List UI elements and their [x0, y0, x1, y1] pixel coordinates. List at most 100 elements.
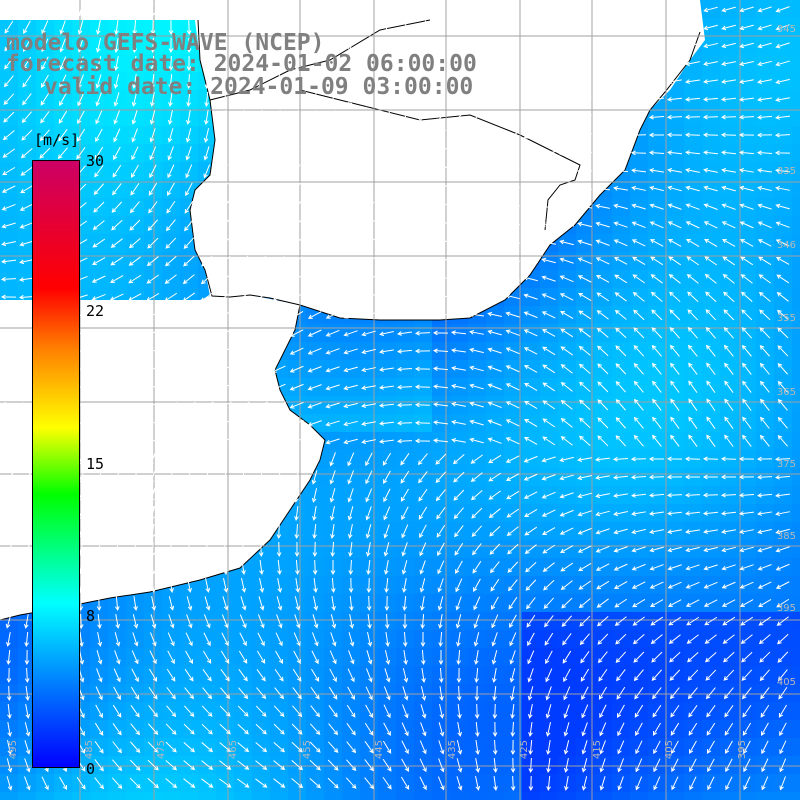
- wind-arrow: [151, 577, 156, 593]
- wind-arrow: [649, 60, 664, 67]
- wind-arrow: [469, 347, 484, 354]
- wind-arrow: [685, 529, 700, 534]
- wind-arrow: [148, 686, 158, 700]
- wind-arrow: [542, 22, 556, 32]
- wind-arrow: [685, 185, 700, 192]
- wind-cell: [792, 288, 800, 306]
- wind-arrow: [506, 526, 519, 537]
- wind-arrow: [345, 201, 357, 213]
- wind-arrow: [199, 419, 214, 427]
- wind-arrow: [379, 439, 395, 444]
- wind-arrow: [276, 1, 282, 18]
- wind-arrow: [109, 402, 124, 409]
- wind-arrow: [577, 41, 592, 49]
- wind-arrow: [199, 401, 214, 409]
- wind-arrow: [631, 493, 647, 498]
- wind-arrow: [670, 416, 680, 429]
- wind-arrow: [671, 740, 679, 755]
- wind-arrow: [293, 128, 300, 143]
- wind-arrow: [77, 2, 84, 17]
- wind-arrow: [487, 204, 502, 211]
- wind-arrow: [311, 164, 319, 179]
- wind-arrow: [147, 777, 159, 789]
- wind-cell: [612, 792, 630, 800]
- wind-arrow: [653, 740, 661, 755]
- wind-arrow: [667, 79, 682, 84]
- wind-arrow: [597, 363, 609, 375]
- wind-arrow: [667, 599, 682, 607]
- wind-arrow: [723, 669, 735, 681]
- wind-arrow: [741, 669, 753, 681]
- wind-arrow: [130, 705, 140, 718]
- wind-arrow: [559, 41, 574, 49]
- wind-arrow: [167, 488, 173, 503]
- wind-arrow: [614, 616, 627, 627]
- wind-arrow: [361, 348, 376, 355]
- wind-arrow: [396, 384, 413, 390]
- wind-arrow: [630, 132, 647, 138]
- wind-arrow: [414, 438, 431, 444]
- wind-arrow: [630, 115, 647, 120]
- wind-arrow: [401, 20, 408, 35]
- wind-arrow: [595, 563, 610, 571]
- wind-arrow: [561, 597, 573, 609]
- wind-arrow: [3, 75, 14, 88]
- wind-arrow: [613, 475, 629, 480]
- wind-arrow: [578, 598, 591, 609]
- wind-arrow: [617, 740, 625, 755]
- wind-arrow: [217, 419, 232, 427]
- wind-arrow: [454, 75, 464, 88]
- wind-cell: [792, 270, 800, 288]
- wind-arrow: [91, 439, 106, 445]
- wind-arrow: [452, 148, 465, 158]
- wind-arrow: [163, 437, 178, 445]
- wind-arrow: [145, 347, 160, 355]
- wind-arrow: [418, 506, 428, 520]
- wind-arrow: [396, 349, 413, 354]
- wind-arrow: [630, 150, 647, 156]
- wind-arrow: [185, 452, 192, 467]
- wind-arrow: [222, 487, 227, 503]
- wind-arrow: [455, 614, 462, 629]
- wind-arrow: [504, 258, 521, 263]
- wind-arrow: [168, 92, 173, 107]
- wind-arrow: [383, 686, 391, 701]
- wind-arrow: [348, 632, 355, 647]
- wind-arrow: [487, 437, 502, 444]
- wind-arrow: [559, 474, 574, 481]
- wind-arrow: [383, 56, 390, 71]
- wind-arrow: [703, 42, 718, 49]
- wind-arrow: [328, 705, 338, 718]
- wind-arrow: [578, 292, 592, 301]
- wind-arrow: [725, 740, 733, 755]
- wind-arrow: [777, 362, 789, 375]
- wind-arrow: [79, 650, 85, 665]
- wind-arrow: [0, 294, 17, 300]
- wind-arrow: [671, 776, 679, 791]
- wind-arrow: [471, 75, 483, 87]
- wind-arrow: [705, 309, 717, 321]
- wind-arrow: [671, 758, 679, 773]
- wind-arrow: [258, 487, 263, 503]
- wind-arrow: [396, 420, 413, 426]
- wind-arrow: [200, 292, 213, 302]
- wind-arrow: [40, 111, 50, 124]
- wind-arrow: [222, 110, 227, 125]
- wind-arrow: [599, 704, 607, 719]
- wind-arrow: [185, 470, 191, 485]
- wind-arrow: [612, 132, 629, 138]
- wind-arrow: [559, 509, 574, 517]
- wind-arrow: [689, 776, 697, 791]
- wind-arrow: [219, 705, 231, 717]
- wind-arrow: [217, 347, 232, 355]
- wind-arrow: [312, 1, 318, 18]
- wind-arrow: [724, 362, 734, 375]
- wind-arrow: [238, 650, 248, 664]
- wind-arrow: [274, 219, 284, 232]
- wind-arrow: [541, 113, 556, 121]
- wind-arrow: [667, 546, 682, 553]
- wind-arrow: [330, 74, 335, 89]
- wind-arrow: [291, 255, 303, 267]
- wind-arrow: [23, 20, 31, 35]
- wind-arrow: [456, 649, 462, 666]
